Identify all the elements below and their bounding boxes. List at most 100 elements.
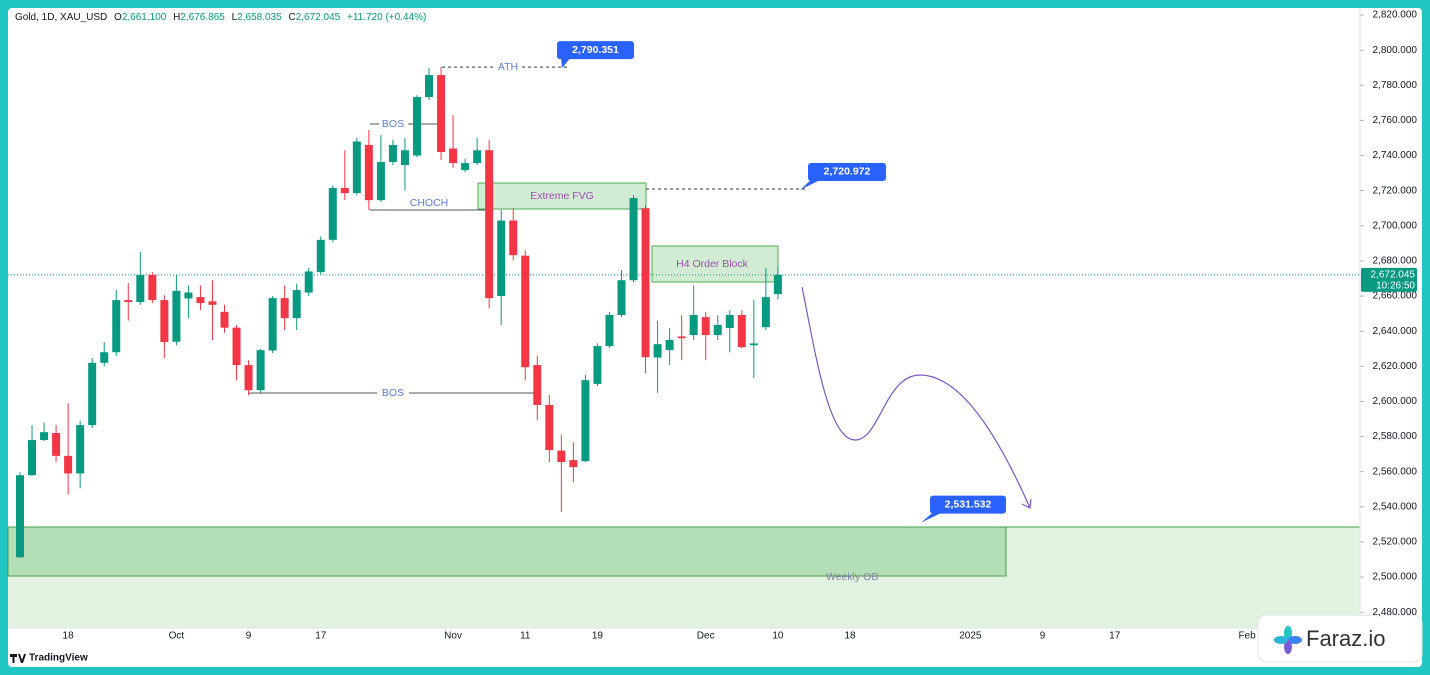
x-tick-label: 2025 xyxy=(959,631,982,642)
callout-box xyxy=(930,495,1006,514)
y-tick-label: 2,640.000 xyxy=(1373,326,1418,337)
y-tick-label: 2,500.000 xyxy=(1373,572,1418,583)
candle-body xyxy=(388,144,397,163)
choch-label: CHOCH xyxy=(410,197,449,209)
y-tick-label: 2,740.000 xyxy=(1373,150,1418,161)
projection-arrowhead xyxy=(1021,498,1032,509)
candle-body xyxy=(88,362,97,426)
candle-body xyxy=(653,344,662,358)
candle-body xyxy=(533,365,542,405)
candle-body xyxy=(737,315,746,348)
callout-label: 2,720.972 xyxy=(824,166,871,178)
x-tick-label: 18 xyxy=(63,631,75,642)
ohlc-value: 2,661.100 xyxy=(122,12,167,23)
candle-body xyxy=(376,162,385,201)
callout-label: 2,531.532 xyxy=(945,498,992,510)
candle-body xyxy=(64,455,73,474)
last-price-box xyxy=(1361,267,1417,292)
candle-body xyxy=(761,297,770,328)
candle-body xyxy=(172,290,181,342)
y-tick-label: 2,720.000 xyxy=(1373,185,1418,196)
candle-body xyxy=(412,97,421,156)
callout-pointer xyxy=(921,511,944,523)
y-tick-label: 2,780.000 xyxy=(1373,80,1418,91)
candle-body xyxy=(160,300,169,343)
candle-body xyxy=(304,271,313,293)
ohlc-value: 2,658.035 xyxy=(237,12,282,23)
y-tick-label: 2,620.000 xyxy=(1373,361,1418,372)
fvg-label: Extreme FVG xyxy=(530,190,594,202)
order-block-label: H4 Order Block xyxy=(676,258,749,270)
candle-body xyxy=(16,475,24,558)
candle-body xyxy=(629,198,638,281)
candle-body xyxy=(725,315,734,329)
ohlc-key: H xyxy=(173,12,180,23)
candle-body xyxy=(328,188,337,240)
ohlc-key: O xyxy=(114,12,122,23)
candle-body xyxy=(713,325,722,336)
candle-body xyxy=(677,336,686,339)
y-tick-label: 2,520.000 xyxy=(1373,537,1418,548)
change: +11.720 (+0.44%) xyxy=(347,12,426,23)
bos-label: BOS xyxy=(382,118,404,130)
candle-body xyxy=(701,317,710,336)
candle-body xyxy=(605,315,614,347)
candle-body xyxy=(292,290,301,319)
brand-label: TradingView xyxy=(29,653,88,664)
y-tick-label: 2,480.000 xyxy=(1373,607,1418,618)
candle-body xyxy=(208,301,217,305)
brand-logo xyxy=(10,654,26,663)
y-tick-label: 2,760.000 xyxy=(1373,115,1418,126)
candle-body xyxy=(148,274,157,301)
candle-body xyxy=(76,425,85,474)
candle-body xyxy=(136,274,145,303)
watermark-icon xyxy=(1274,626,1302,654)
y-tick-label: 2,660.000 xyxy=(1373,291,1418,302)
candle-body xyxy=(280,298,289,319)
candle-body xyxy=(557,450,566,463)
candle-body xyxy=(689,315,698,336)
x-tick-label: 18 xyxy=(845,631,857,642)
candle-body xyxy=(545,404,554,451)
candle-body xyxy=(665,339,674,351)
x-tick-label: 9 xyxy=(246,631,252,642)
chart-background xyxy=(8,8,1422,667)
ohlc-key: C xyxy=(288,12,295,23)
weekly-ob-label: Weekly OB xyxy=(826,571,878,583)
candle-body xyxy=(244,365,253,391)
candle-body xyxy=(40,432,49,441)
candle-body xyxy=(461,163,470,171)
bos-label: BOS xyxy=(382,387,404,399)
projection-path xyxy=(801,286,1031,509)
ohlc-value: 2,672.045 xyxy=(296,12,341,23)
candle-body xyxy=(773,274,782,295)
y-tick-label: 2,820.000 xyxy=(1373,10,1418,21)
candle-body xyxy=(232,327,241,366)
candle-body xyxy=(449,148,458,164)
order-block-zone xyxy=(651,245,779,283)
candle-body xyxy=(581,380,590,462)
callout-box xyxy=(557,41,634,60)
ohlc-value: 2,676.865 xyxy=(180,12,225,23)
fvg-zone xyxy=(477,182,647,210)
y-tick-label: 2,680.000 xyxy=(1373,256,1418,267)
candle-body xyxy=(400,150,409,166)
candle-body xyxy=(340,188,349,194)
candle-body xyxy=(569,460,578,468)
candle-body xyxy=(749,343,758,346)
countdown-label: 10:26:50 xyxy=(1376,281,1415,292)
y-tick-label: 2,580.000 xyxy=(1373,431,1418,442)
candle-body xyxy=(485,150,494,299)
candle-body xyxy=(184,292,193,299)
weekly-ob-zone xyxy=(7,526,1007,577)
y-tick-label: 2,540.000 xyxy=(1373,501,1418,512)
candle-body xyxy=(352,141,361,194)
candle-body xyxy=(425,75,434,98)
watermark-label: Faraz.io xyxy=(1306,626,1385,651)
candle-body xyxy=(521,255,530,368)
y-tick-label: 2,560.000 xyxy=(1373,466,1418,477)
x-tick-label: Nov xyxy=(444,631,462,642)
x-tick-label: 19 xyxy=(592,631,604,642)
chart-header: Gold, 1D, XAU_USD O2,661.100 H2,676.865 … xyxy=(15,12,426,23)
